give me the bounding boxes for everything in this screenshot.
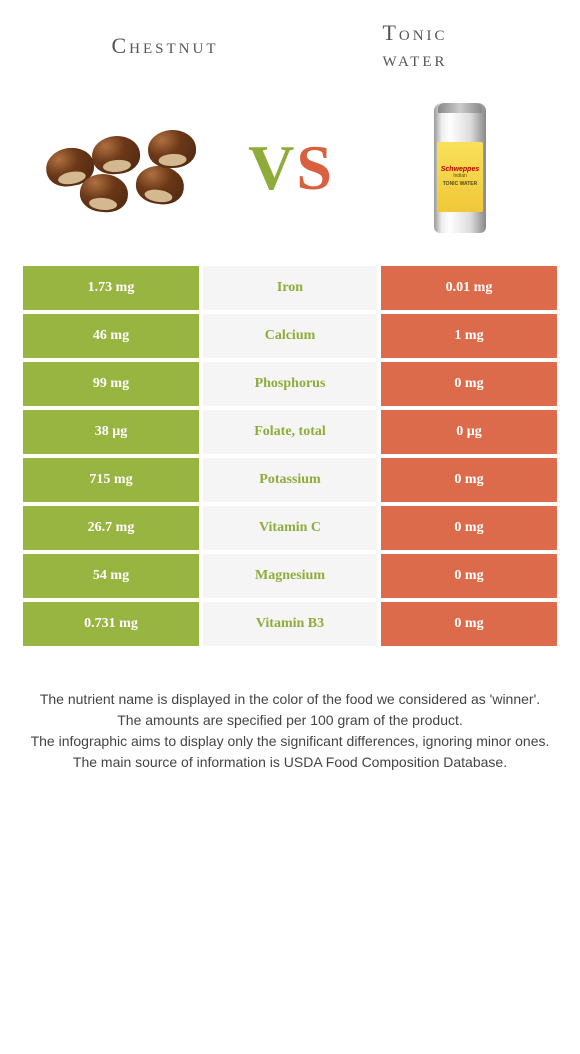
header: Chestnut Tonic water [0,0,580,83]
left-value-cell: 99 mg [21,360,201,408]
right-value-cell: 0 mg [379,600,559,648]
right-value-cell: 0.01 mg [379,264,559,312]
footer-line: The amounts are specified per 100 gram o… [25,710,555,731]
vs-label: VS [248,131,332,205]
left-value-cell: 46 mg [21,312,201,360]
nutrient-label-cell: Vitamin B3 [201,600,379,648]
table-row: 26.7 mgVitamin C0 mg [21,504,559,552]
nutrient-table: 1.73 mgIron0.01 mg46 mgCalcium1 mg99 mgP… [20,263,560,649]
nutrient-label-cell: Phosphorus [201,360,379,408]
chestnut-icon [40,118,200,218]
left-food-image [40,103,200,233]
nutrient-label-cell: Calcium [201,312,379,360]
left-value-cell: 54 mg [21,552,201,600]
footer-line: The nutrient name is displayed in the co… [25,689,555,710]
footer-line: The infographic aims to display only the… [25,731,555,752]
nutrient-label-cell: Folate, total [201,408,379,456]
right-value-cell: 0 mg [379,360,559,408]
table-row: 0.731 mgVitamin B30 mg [21,600,559,648]
table-row: 38 µgFolate, total0 µg [21,408,559,456]
left-value-cell: 26.7 mg [21,504,201,552]
table-row: 99 mgPhosphorus0 mg [21,360,559,408]
table-row: 715 mgPotassium0 mg [21,456,559,504]
table-row: 46 mgCalcium1 mg [21,312,559,360]
right-value-cell: 1 mg [379,312,559,360]
left-food-title: Chestnut [40,33,290,59]
nutrient-label-cell: Potassium [201,456,379,504]
table-row: 1.73 mgIron0.01 mg [21,264,559,312]
right-value-cell: 0 mg [379,456,559,504]
left-value-cell: 0.731 mg [21,600,201,648]
nutrient-label-cell: Vitamin C [201,504,379,552]
nutrient-label-cell: Magnesium [201,552,379,600]
left-value-cell: 38 µg [21,408,201,456]
footer-line: The main source of information is USDA F… [25,752,555,773]
images-row: VS Schweppes Indian TONIC WATER [0,83,580,263]
footer-notes: The nutrient name is displayed in the co… [0,649,580,773]
right-value-cell: 0 µg [379,408,559,456]
right-value-cell: 0 mg [379,552,559,600]
left-value-cell: 715 mg [21,456,201,504]
left-value-cell: 1.73 mg [21,264,201,312]
right-food-image: Schweppes Indian TONIC WATER [380,103,540,233]
right-food-title: Tonic water [290,20,540,73]
table-row: 54 mgMagnesium0 mg [21,552,559,600]
right-value-cell: 0 mg [379,504,559,552]
nutrient-label-cell: Iron [201,264,379,312]
tonic-can-icon: Schweppes Indian TONIC WATER [434,103,486,233]
